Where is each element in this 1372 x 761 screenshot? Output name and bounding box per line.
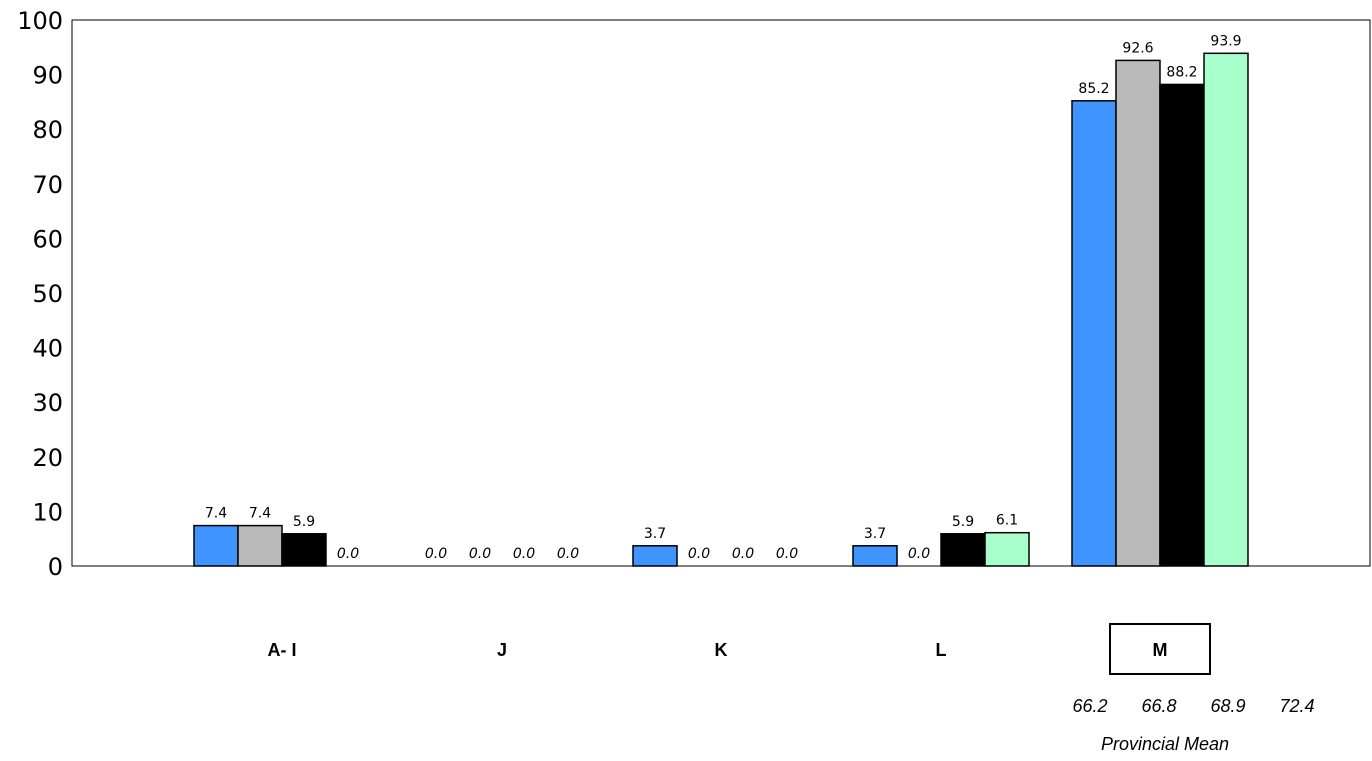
provincial-mean-value: 68.9 [1210,696,1245,716]
data-label: 93.9 [1210,33,1241,49]
data-label: 7.4 [249,506,271,522]
data-label: 7.4 [205,506,227,522]
bar [1159,83,1205,567]
bar [632,545,678,567]
bar [237,524,283,567]
y-tick-label: 10 [32,498,63,526]
data-label: 0.0 [557,546,579,562]
y-tick-label: 80 [32,116,63,144]
x-tick-label: L [936,640,947,660]
provincial-mean: Provincial Mean 66.2 66.8 68.9 72.4 [1072,696,1314,754]
y-tick-label: 90 [32,62,63,90]
bar [193,524,239,567]
data-label: 0.0 [337,546,359,562]
bar [281,533,327,567]
data-label: 5.9 [293,514,315,530]
data-label: 0.0 [732,546,754,562]
provincial-mean-label: Provincial Mean [1101,734,1229,754]
data-label: 0.0 [513,546,535,562]
y-tick-label: 70 [32,171,63,199]
x-tick-label: K [715,640,728,660]
bar [1115,59,1161,567]
data-label: 0.0 [469,546,491,562]
y-tick-label: 60 [32,225,63,253]
provincial-mean-value: 66.8 [1141,696,1176,716]
data-label: 88.2 [1166,64,1197,80]
data-label: 0.0 [776,546,798,562]
data-label: 0.0 [908,546,930,562]
value-labels: 7.4 7.4 5.9 0.0 0.0 0.0 0.0 0.0 3.7 0.0 0.0 0.0 3.7 0… [205,33,1242,562]
bars [193,52,1249,567]
x-tick-label: M [1153,640,1168,660]
bar [1203,52,1249,567]
data-label: 85.2 [1078,81,1109,97]
data-label: 0.0 [425,546,447,562]
y-tick-label: 50 [32,280,63,308]
y-tick-label: 30 [32,389,63,417]
bar [1071,100,1117,567]
data-label: 0.0 [688,546,710,562]
y-axis-ticks: 0 10 20 30 40 50 60 70 80 90 100 [17,7,63,581]
plot-area [71,19,1371,567]
category-labels: A- I J K L M [268,623,1211,675]
data-label: 5.9 [952,514,974,530]
y-tick-label: 100 [17,7,63,35]
provincial-mean-value: 72.4 [1279,696,1314,716]
x-tick-label: A- I [268,640,297,660]
bar [940,533,986,567]
data-label: 3.7 [644,526,666,542]
bar [984,531,1030,567]
y-tick-label: 40 [32,335,63,363]
bar [852,545,898,567]
x-tick-label: J [497,640,507,660]
y-tick-label: 0 [48,553,63,581]
highlight-box [1109,623,1211,675]
data-label: 92.6 [1122,40,1153,56]
y-tick-label: 20 [32,444,63,472]
data-label: 3.7 [864,526,886,542]
data-label: 6.1 [996,513,1018,529]
provincial-mean-value: 66.2 [1072,696,1107,716]
